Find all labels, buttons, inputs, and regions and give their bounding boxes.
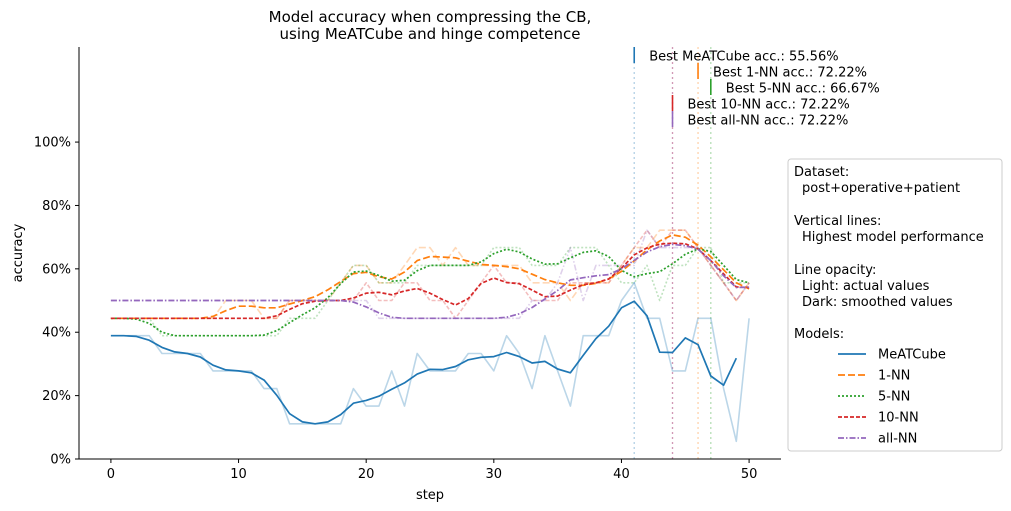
chart-title: Model accuracy when compressing the CB, … bbox=[269, 8, 592, 43]
smoothed-line-10-nn bbox=[110, 242, 750, 320]
y-tick-label: 80% bbox=[42, 199, 71, 214]
actual-line-all-nn bbox=[110, 229, 750, 320]
best-performance-vlines bbox=[633, 47, 712, 459]
legend-opacity-dark: Dark: smoothed values bbox=[802, 295, 953, 310]
actual-line-meatcube bbox=[110, 281, 750, 443]
x-tick-label: 40 bbox=[613, 467, 630, 482]
legend-label-meatcube: MeATCube bbox=[878, 348, 946, 363]
smoothed-line-all-nn bbox=[110, 243, 750, 320]
best-label-10-nn: Best 10-NN acc.: 72.22% bbox=[688, 98, 850, 113]
best-label-meatcube: Best MeATCube acc.: 55.56% bbox=[649, 50, 838, 65]
x-tick-label: 50 bbox=[741, 467, 758, 482]
x-tick-label: 0 bbox=[107, 467, 115, 482]
best-label-all-nn: Best all-NN acc.: 72.22% bbox=[688, 114, 849, 129]
actual-line-10-nn bbox=[110, 229, 750, 320]
actual-line-1-nn bbox=[110, 229, 750, 320]
actual-line-5-nn bbox=[110, 246, 750, 337]
legend-label-1-nn: 1-NN bbox=[878, 369, 910, 384]
smoothed-line-1-nn bbox=[110, 234, 750, 320]
legend-vlines-value: Highest model performance bbox=[802, 230, 984, 245]
legend: Dataset: post+operative+patient Vertical… bbox=[787, 158, 1003, 452]
legend-models-title: Models: bbox=[794, 327, 844, 342]
chart-title-line-1: Model accuracy when compressing the CB, bbox=[269, 8, 592, 26]
y-tick-label: 40% bbox=[42, 326, 71, 341]
legend-label-5-nn: 5-NN bbox=[878, 390, 910, 405]
y-tick-label: 60% bbox=[42, 262, 71, 277]
legend-model-entries: MeATCube 1-NN 5-NN 10-NN all-NN bbox=[838, 348, 946, 447]
x-tick-label: 10 bbox=[230, 467, 247, 482]
legend-label-all-nn: all-NN bbox=[878, 432, 917, 447]
legend-dataset-value: post+operative+patient bbox=[802, 181, 960, 196]
smoothed-line-5-nn bbox=[110, 248, 750, 337]
legend-dataset-title: Dataset: bbox=[794, 165, 849, 180]
x-axis-label: step bbox=[416, 488, 444, 503]
x-tick-label: 20 bbox=[358, 467, 375, 482]
y-tick-label: 0% bbox=[50, 453, 71, 468]
best-label-5-nn: Best 5-NN acc.: 66.67% bbox=[726, 82, 880, 97]
axes bbox=[78, 47, 781, 460]
x-axis-ticks: 0 10 20 30 40 50 bbox=[107, 459, 758, 482]
best-accuracy-annotations: Best MeATCube acc.: 55.56%Best 1-NN acc.… bbox=[633, 47, 880, 129]
chart-title-line-2: using MeATCube and hinge competence bbox=[280, 25, 581, 43]
legend-opacity-light: Light: actual values bbox=[802, 279, 930, 294]
smoothed-value-lines bbox=[110, 234, 750, 425]
x-tick-label: 30 bbox=[486, 467, 503, 482]
y-axis-ticks: 0% 20% 40% 60% 80% 100% bbox=[34, 136, 79, 468]
best-label-1-nn: Best 1-NN acc.: 72.22% bbox=[713, 66, 867, 81]
legend-box bbox=[787, 158, 1003, 452]
y-axis-label: accuracy bbox=[11, 223, 26, 282]
y-tick-label: 100% bbox=[34, 136, 71, 151]
legend-opacity-title: Line opacity: bbox=[794, 263, 876, 278]
y-tick-label: 20% bbox=[42, 389, 71, 404]
smoothed-line-meatcube bbox=[110, 300, 738, 425]
legend-vlines-title: Vertical lines: bbox=[794, 214, 881, 229]
legend-label-10-nn: 10-NN bbox=[878, 411, 919, 426]
